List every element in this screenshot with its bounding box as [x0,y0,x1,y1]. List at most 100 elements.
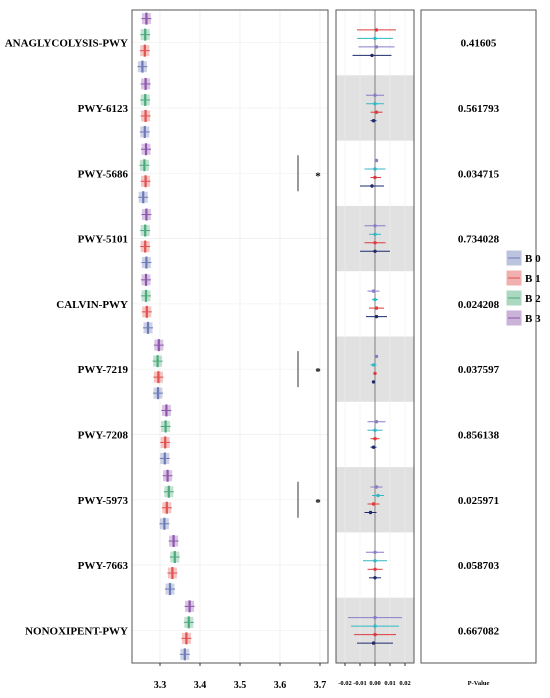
abundance-tick-label: 3.3 [154,680,167,691]
difference-point [373,624,377,628]
abundance-marker-pwy-5101-b-2 [140,224,151,237]
abundance-marker-pwy-5101-b-1 [140,240,151,253]
difference-point [370,53,374,58]
difference-marker-pwy-5973-b-0 [364,510,377,515]
difference-marker-calvin-pwy-b-3 [367,289,380,293]
abundance-marker-pwy-7219-b-1 [153,371,164,384]
significance-star: * [315,497,321,509]
abundance-marker-calvin-pwy-b-1 [141,305,152,318]
difference-marker-pwy-6123-b-1 [370,110,383,114]
pathway-label-pwy-5101: PWY-5101 [78,234,128,246]
pathway-label-pwy-6123: PWY-6123 [78,103,129,115]
legend-label: B 2 [525,293,541,305]
difference-tick-label: -0.01 [353,680,367,687]
abundance-tick-label: 3.4 [194,680,207,691]
legend-label: B 3 [525,313,541,325]
difference-marker-pwy-5686-b-0 [360,184,384,188]
difference-point [371,289,376,293]
abundance-marker-nonoxipent-pwy-b-2 [183,616,194,629]
legend-item-b-2: B 2 [506,290,541,306]
abundance-tick-label: 3.7 [314,680,327,691]
difference-marker-nonoxipent-pwy-b-3 [348,615,402,620]
abundance-marker-nonoxipent-pwy-b-1 [181,632,192,645]
difference-point [373,559,377,563]
difference-point [371,363,376,367]
difference-marker-pwy-5101-b-1 [364,241,386,245]
pathway-label-pwy-7663: PWY-7663 [78,560,129,572]
difference-point [373,437,377,441]
difference-marker-anaglycolysis-pwy-b-0 [352,53,392,58]
abundance-marker-pwy-7208-b-0 [159,452,170,465]
difference-point [373,567,377,571]
difference-point [374,485,379,489]
legend: B 0 B 1 B 2 B 3 [506,250,541,326]
difference-marker-pwy-7663-b-1 [367,567,383,571]
difference-marker-pwy-7208-b-3 [367,420,386,424]
abundance-panel-border [131,9,329,664]
difference-marker-anaglycolysis-pwy-b-3 [358,45,395,49]
difference-point [374,45,379,49]
difference-point [373,428,377,432]
difference-point [373,102,377,106]
difference-panel: -0.02 -0.01 0.00 0.01 0.02 [335,9,415,687]
pvalue-nonoxipent-pwy: 0.667082 [458,625,500,637]
abundance-panel-bg [132,10,328,663]
abundance-marker-anaglycolysis-pwy-b-1 [139,44,150,57]
difference-point [373,632,377,637]
difference-marker-pwy-7219-b-1 [373,371,377,376]
abundance-marker-pwy-5686-b-3 [141,143,151,156]
difference-marker-anaglycolysis-pwy-b-2 [357,36,393,41]
difference-point [373,615,377,620]
difference-marker-pwy-7219-b-2 [370,363,377,367]
abundance-marker-anaglycolysis-pwy-b-3 [141,12,152,25]
difference-point [368,510,373,515]
abundance-marker-pwy-6123-b-2 [140,93,151,106]
abundance-marker-anaglycolysis-pwy-b-2 [140,28,151,41]
difference-point [374,420,379,424]
abundance-marker-pwy-7663-b-0 [165,583,175,596]
pvalue-anaglycolysis-pwy: 0.41605 [461,38,497,50]
difference-marker-pwy-5973-b-2 [372,493,384,498]
difference-marker-pwy-5101-b-3 [364,224,386,228]
difference-marker-calvin-pwy-b-0 [366,314,387,319]
difference-marker-nonoxipent-pwy-b-0 [357,641,393,645]
abundance-marker-calvin-pwy-b-3 [141,273,151,286]
difference-point [374,314,379,319]
pathway-label-pwy-7208: PWY-7208 [78,429,129,441]
difference-marker-pwy-6123-b-2 [366,102,384,106]
difference-point [373,550,377,554]
pvalue-pwy-6123: 0.561793 [458,103,500,115]
pathway-label-pwy-5973: PWY-5973 [78,495,129,507]
abundance-marker-pwy-7208-b-3 [161,404,172,417]
abundance-marker-pwy-7663-b-2 [169,551,180,564]
abundance-marker-calvin-pwy-b-2 [141,289,151,302]
difference-marker-pwy-5101-b-0 [360,249,390,253]
abundance-marker-pwy-7663-b-1 [167,567,178,580]
pvalue-pwy-5973: 0.025971 [458,495,499,507]
abundance-marker-pwy-7208-b-1 [160,436,171,449]
difference-marker-nonoxipent-pwy-b-2 [351,624,399,628]
difference-point [374,158,379,163]
difference-point [371,502,376,506]
pvalue-pwy-5686: 0.034715 [458,168,500,180]
legend-item-b-0: B 0 [506,250,541,266]
difference-marker-pwy-6123-b-0 [370,119,377,123]
pvalue-pwy-7208: 0.856138 [458,429,500,441]
difference-marker-pwy-7663-b-3 [366,550,384,554]
legend-label: B 1 [525,273,541,285]
pvalue-header: P-Value [468,680,490,687]
abundance-marker-pwy-5973-b-2 [163,485,174,498]
difference-point [373,249,377,253]
abundance-marker-pwy-7219-b-0 [153,387,163,400]
pathway-label-anaglycolysis-pwy: ANAGLYCOLYSIS-PWY [5,38,128,50]
difference-tick-label: 0.00 [369,680,380,687]
abundance-marker-calvin-pwy-b-0 [143,321,153,334]
abundance-tick-label: 3.6 [274,680,287,691]
abundance-marker-pwy-5973-b-3 [162,469,173,482]
abundance-marker-pwy-6123-b-3 [140,77,151,90]
pvalue-pwy-5101: 0.734028 [458,234,500,246]
difference-marker-pwy-5686-b-3 [374,158,379,163]
difference-marker-pwy-7208-b-0 [370,445,377,449]
difference-point [373,175,377,180]
